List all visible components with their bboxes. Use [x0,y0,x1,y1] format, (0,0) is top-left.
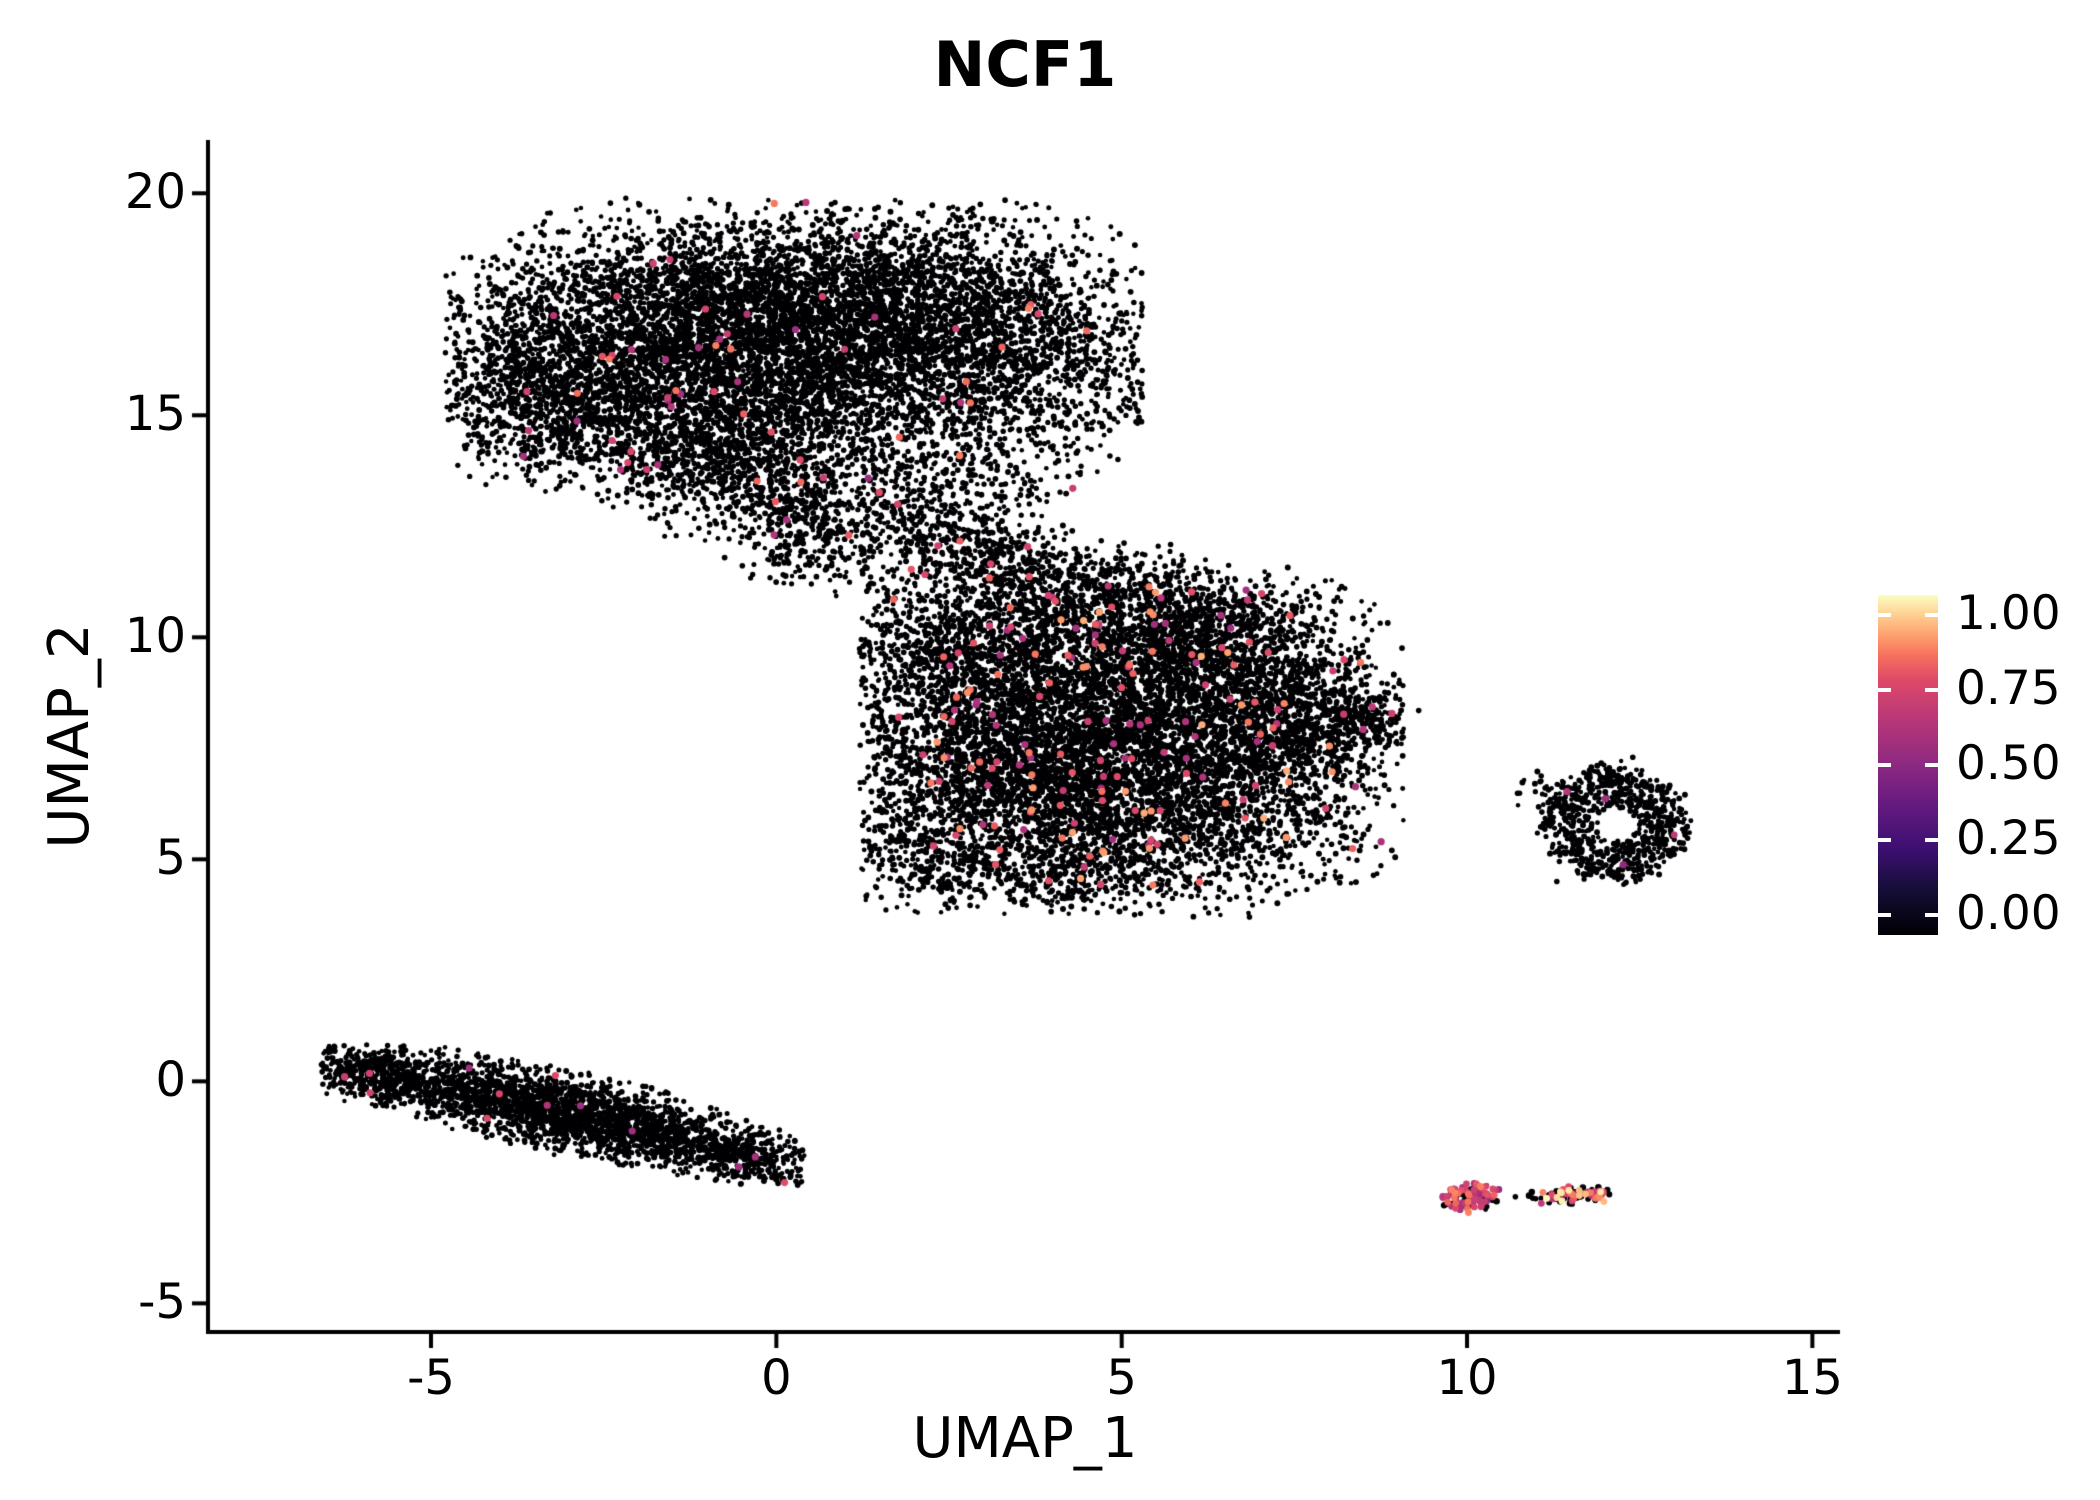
y-tick-label: -5 [138,1274,186,1331]
y-tick-label: 5 [155,830,186,887]
colorbar-tick [1878,763,1891,767]
colorbar-tick-label: 1.00 [1956,586,2061,641]
plot-title: NCF1 [933,28,1117,101]
colorbar-tick [1925,913,1938,917]
y-tick-label: 15 [124,386,186,443]
colorbar-tick-label: 0.50 [1956,736,2061,791]
colorbar-tick [1925,763,1938,767]
x-axis-title: UMAP_1 [912,1406,1138,1471]
colorbar-tick [1878,613,1891,617]
x-tick-label: 15 [1781,1350,1843,1406]
colorbar-tick-label: 0.75 [1956,661,2061,716]
x-tick-label: -5 [407,1350,455,1406]
x-tick-label: 0 [761,1350,792,1406]
colorbar-tick [1925,688,1938,692]
y-tick-label: 10 [124,608,186,665]
colorbar-tick [1925,838,1938,842]
colorbar-tick-label: 0.00 [1956,886,2061,941]
colorbar-tick-label: 0.25 [1956,811,2061,866]
y-tick-label: 20 [124,164,186,221]
colorbar-tick [1878,838,1891,842]
colorbar-tick [1878,913,1891,917]
colorbar-tick [1878,688,1891,692]
y-tick-label: 0 [155,1052,186,1109]
x-tick-label: 5 [1106,1350,1137,1406]
x-tick-label: 10 [1436,1350,1498,1406]
colorbar-tick [1925,613,1938,617]
y-axis-title: UMAP_2 [37,623,102,849]
